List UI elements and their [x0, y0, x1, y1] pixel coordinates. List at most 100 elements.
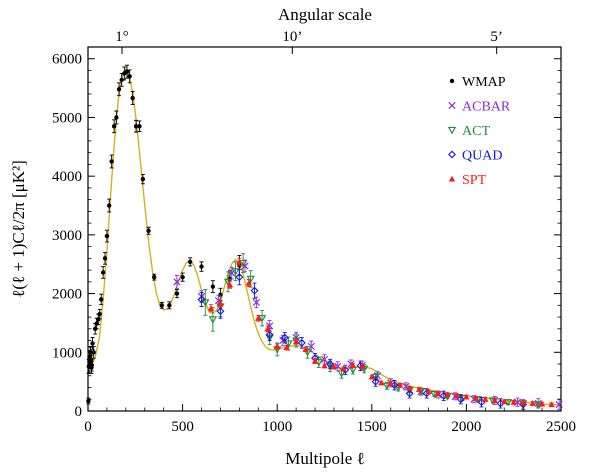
data-point	[152, 274, 157, 280]
series-wmap	[86, 64, 242, 405]
x-tick-label: 1500	[357, 419, 387, 435]
data-point	[320, 355, 329, 363]
data-point	[235, 273, 244, 282]
data-point	[140, 176, 146, 182]
data-point	[201, 299, 210, 307]
x-tick-label: 0	[84, 419, 92, 435]
data-point	[453, 392, 461, 399]
data-point	[116, 87, 122, 92]
data-point	[114, 115, 119, 120]
data-point	[415, 386, 423, 392]
data-point	[330, 363, 338, 370]
data-point	[529, 400, 536, 406]
data-point	[127, 74, 132, 79]
data-point	[104, 233, 110, 239]
y-tick-label: 1000	[52, 345, 82, 361]
data-point	[378, 379, 385, 386]
data-point	[491, 397, 498, 403]
data-point	[326, 360, 335, 369]
y-tick-label: 0	[75, 404, 83, 420]
legend-marker-wmap	[449, 78, 455, 84]
data-point	[226, 281, 234, 288]
data-point	[208, 316, 218, 324]
data-point	[146, 228, 151, 233]
data-point	[472, 394, 480, 401]
data-point	[501, 398, 508, 405]
data-point	[292, 338, 300, 345]
data-point	[291, 337, 301, 345]
data-point	[280, 333, 289, 342]
error-bar	[233, 261, 238, 282]
error-bar	[241, 253, 246, 273]
data-point	[519, 399, 527, 406]
data-point	[130, 95, 135, 101]
series-spt	[207, 257, 555, 408]
x-tick-label: 2500	[546, 419, 576, 435]
data-point	[360, 365, 369, 374]
data-point	[265, 330, 274, 339]
data-point	[382, 382, 392, 391]
data-point	[231, 268, 240, 276]
x-axis-title: Multipole ℓ	[285, 449, 364, 468]
data-point	[264, 325, 271, 332]
data-point	[100, 270, 106, 275]
data-point	[340, 365, 347, 372]
data-point	[307, 342, 315, 351]
top-tick-label: 10’	[282, 29, 302, 45]
data-point	[274, 343, 281, 349]
legend-label-act: ACT	[462, 124, 490, 139]
data-point	[97, 311, 102, 317]
data-point	[368, 373, 375, 380]
x-tick-label: 2000	[451, 419, 481, 435]
data-point	[255, 315, 262, 321]
data-point	[174, 291, 180, 296]
y-tick-label: 4000	[52, 169, 82, 185]
data-point	[197, 295, 206, 304]
x-tick-label: 500	[171, 419, 194, 435]
legend-label-acbar: ACBAR	[462, 100, 511, 115]
plot-frame	[87, 46, 562, 412]
legend-marker-quad	[448, 150, 456, 159]
x-tick-label: 1000	[262, 419, 292, 435]
data-point	[207, 305, 215, 311]
error-bar	[260, 310, 265, 327]
data-point	[311, 357, 319, 364]
data-point	[102, 256, 108, 261]
data-point	[444, 391, 451, 398]
data-point	[406, 384, 413, 391]
legend-marker-acbar	[448, 101, 456, 110]
data-point	[236, 258, 243, 265]
data-point	[180, 274, 185, 280]
data-point	[252, 298, 261, 307]
data-point	[245, 279, 253, 286]
legend-label-quad: QUAD	[462, 149, 502, 164]
data-point	[297, 338, 306, 347]
data-point	[321, 362, 328, 369]
data-point	[284, 340, 293, 348]
data-point	[510, 398, 517, 405]
data-point	[173, 278, 181, 286]
y-axis-title: ℓ(ℓ + 1)Cℓ/2π [μK²]	[9, 160, 28, 298]
data-point	[371, 377, 380, 386]
y-tick-label: 3000	[52, 228, 82, 244]
error-bar	[252, 282, 257, 299]
data-point	[394, 384, 403, 392]
legend-label-spt: SPT	[462, 173, 487, 188]
y-tick-label: 5000	[52, 110, 82, 126]
data-point	[538, 400, 546, 407]
data-point	[216, 307, 225, 316]
legend: WMAP ACBAR ACT QUAD SPT	[447, 75, 511, 188]
data-point	[283, 344, 290, 351]
series-quad	[197, 269, 528, 410]
data-point	[133, 124, 139, 129]
data-point	[434, 390, 442, 396]
data-point	[463, 393, 470, 400]
data-point	[111, 124, 117, 129]
top-axis-title: Angular scale	[278, 5, 372, 24]
data-point	[217, 300, 224, 307]
legend-label-wmap: WMAP	[462, 75, 506, 90]
data-point	[199, 264, 204, 269]
data-point	[349, 362, 357, 368]
data-point	[302, 346, 309, 352]
data-point	[405, 389, 414, 398]
